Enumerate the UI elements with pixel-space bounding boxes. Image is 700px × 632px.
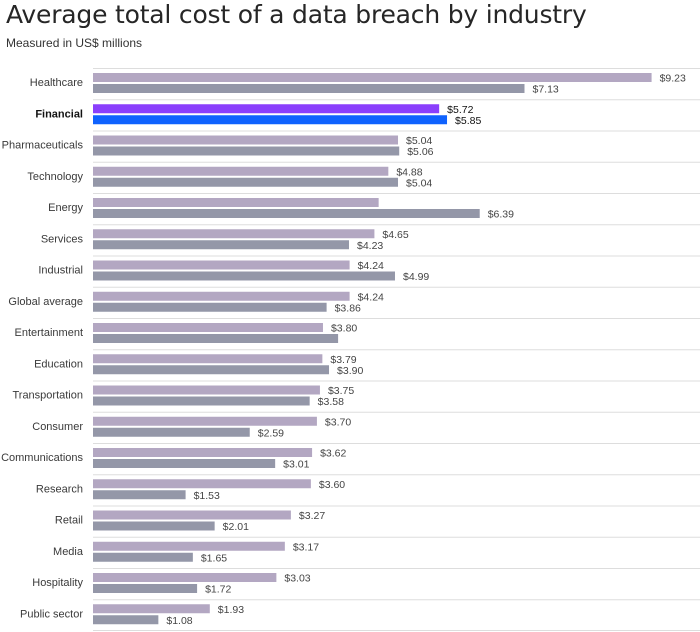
bar-series-2	[93, 490, 186, 500]
bar-series-2	[93, 427, 250, 437]
data-label: $4.24	[358, 291, 384, 303]
data-label: $4.65	[382, 229, 408, 241]
data-label: $3.75	[328, 385, 354, 397]
bar-series-1	[93, 541, 285, 551]
bar-series-2	[93, 365, 330, 375]
data-label: $7.13	[532, 84, 558, 96]
data-label: $5.04	[406, 177, 432, 189]
data-label: $3.80	[331, 323, 357, 335]
data-label: $4.23	[357, 240, 383, 252]
bar-series-1	[93, 229, 375, 239]
bar-series-1	[93, 385, 320, 395]
bar-series-2	[93, 396, 310, 406]
chart-subtitle: Measured in US$ millions	[6, 36, 143, 50]
category-label: Communications	[1, 452, 83, 464]
bar-series-2	[93, 84, 525, 93]
category-label: Entertainment	[15, 327, 83, 339]
data-label: $1.53	[194, 490, 220, 502]
bar-series-1	[93, 510, 291, 520]
data-label: $5.85	[455, 115, 481, 127]
category-label: Financial	[35, 108, 83, 120]
category-label: Media	[53, 546, 84, 558]
bar-series-2	[93, 271, 395, 281]
data-label: $3.90	[337, 365, 363, 377]
data-label: $1.65	[201, 552, 227, 564]
bar-series-1	[93, 416, 317, 426]
data-label: $1.08	[166, 615, 192, 627]
category-label: Technology	[27, 171, 83, 183]
data-label: $3.79	[330, 354, 356, 366]
data-label: $3.60	[319, 479, 345, 491]
bar-series-1	[93, 291, 350, 301]
bar-series-1	[93, 104, 440, 114]
bar-series-2	[93, 146, 400, 156]
category-label: Hospitality	[32, 577, 83, 589]
data-label: $2.01	[223, 521, 249, 533]
chart-title: Average total cost of a data breach by i…	[6, 0, 587, 29]
bar-series-2	[93, 584, 198, 593]
bar-series-2	[93, 615, 159, 625]
bar-series-1	[93, 198, 379, 207]
data-label: $3.17	[293, 541, 319, 553]
bar-series-2	[93, 240, 349, 250]
category-label: Public sector	[20, 608, 83, 620]
data-label: $6.39	[488, 209, 514, 221]
bar-series-2	[93, 521, 215, 531]
data-label: $3.86	[335, 302, 361, 314]
data-label: $4.99	[403, 271, 429, 283]
data-label: $5.04	[406, 135, 432, 147]
category-label: Healthcare	[30, 77, 83, 89]
data-label: $3.03	[284, 573, 310, 585]
bar-series-1	[93, 135, 399, 145]
data-label: $5.72	[447, 104, 473, 116]
bar-series-2	[93, 209, 480, 218]
data-label: $1.93	[218, 604, 244, 616]
bar-series-1	[93, 573, 277, 582]
category-label: Pharmaceuticals	[2, 140, 84, 152]
data-label: $4.88	[396, 166, 422, 178]
data-label: $1.72	[205, 584, 231, 596]
data-label: $9.23	[660, 73, 686, 85]
data-label: $5.06	[407, 146, 433, 158]
bar-series-1	[93, 604, 210, 614]
bar-series-1	[93, 73, 652, 82]
category-label: Research	[36, 483, 83, 495]
bar-series-2	[93, 302, 327, 312]
bar-series-1	[93, 323, 323, 332]
category-label: Global average	[8, 296, 83, 308]
bar-series-1	[93, 448, 313, 457]
bar-series-2	[93, 334, 339, 343]
bar-series-2	[93, 552, 193, 562]
bar-series-1	[93, 479, 311, 489]
data-label: $2.59	[258, 427, 284, 439]
category-label: Education	[34, 358, 83, 370]
data-label: $3.01	[283, 459, 309, 471]
bar-series-1	[93, 354, 323, 364]
data-label: $3.58	[318, 396, 344, 408]
category-label: Transportation	[12, 390, 83, 402]
bar-series-2	[93, 459, 276, 468]
category-label: Energy	[48, 202, 83, 214]
category-label: Services	[41, 233, 84, 245]
bar-series-2	[93, 177, 399, 187]
category-label: Retail	[55, 515, 83, 527]
data-label: $3.62	[320, 448, 346, 460]
bar-series-1	[93, 260, 350, 270]
category-label: Industrial	[38, 265, 83, 277]
data-label: $4.24	[358, 260, 384, 272]
bar-series-1	[93, 166, 389, 176]
bar-series-2	[93, 115, 448, 125]
data-label: $3.27	[299, 510, 325, 522]
category-label: Consumer	[32, 421, 83, 433]
data-label: $3.70	[325, 416, 351, 428]
